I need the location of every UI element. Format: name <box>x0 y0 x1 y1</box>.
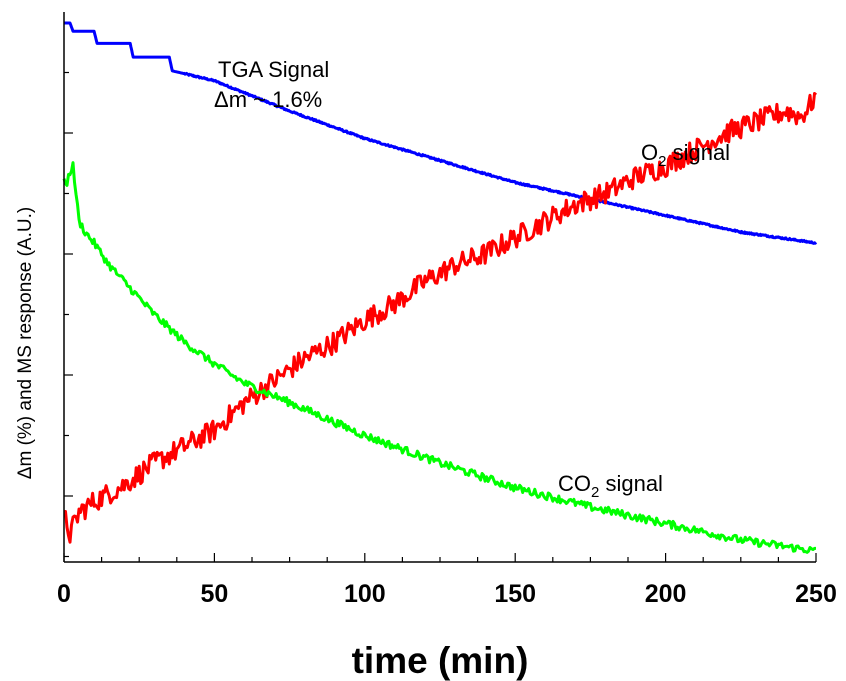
co2-annotation-suffix: signal <box>599 471 663 496</box>
tga-annotation-line2: Δm ~ 1.6% <box>214 87 322 112</box>
y-axis-label: Δm (%) and MS response (A.U.) <box>15 207 36 479</box>
o2-annotation-subscript: 2 <box>658 153 666 170</box>
x-tick-labels: 0 50 100 150 200 250 <box>57 580 837 608</box>
x-tick-label: 50 <box>200 580 228 608</box>
co2-annotation-prefix: CO <box>558 471 591 496</box>
x-tick-label: 100 <box>344 580 386 608</box>
x-tick-label: 150 <box>494 580 536 608</box>
tga-series-line <box>63 21 818 245</box>
o2-annotation: O2 signal <box>641 140 730 170</box>
x-tick-label: 0 <box>57 580 71 608</box>
x-tick-label: 200 <box>645 580 687 608</box>
co2-annotation-subscript: 2 <box>591 484 599 501</box>
o2-series-line <box>63 92 818 544</box>
ticks <box>63 71 817 562</box>
plot-lines <box>62 21 818 554</box>
axes <box>63 12 816 563</box>
o2-annotation-suffix: signal <box>666 140 730 165</box>
x-axis-label: time (min) <box>352 640 529 681</box>
tga-annotation-line1: TGA Signal <box>218 57 329 82</box>
x-tick-label: 250 <box>795 580 837 608</box>
co2-annotation: CO2 signal <box>558 471 663 501</box>
co2-series-line <box>62 161 816 554</box>
o2-annotation-prefix: O <box>641 140 658 165</box>
